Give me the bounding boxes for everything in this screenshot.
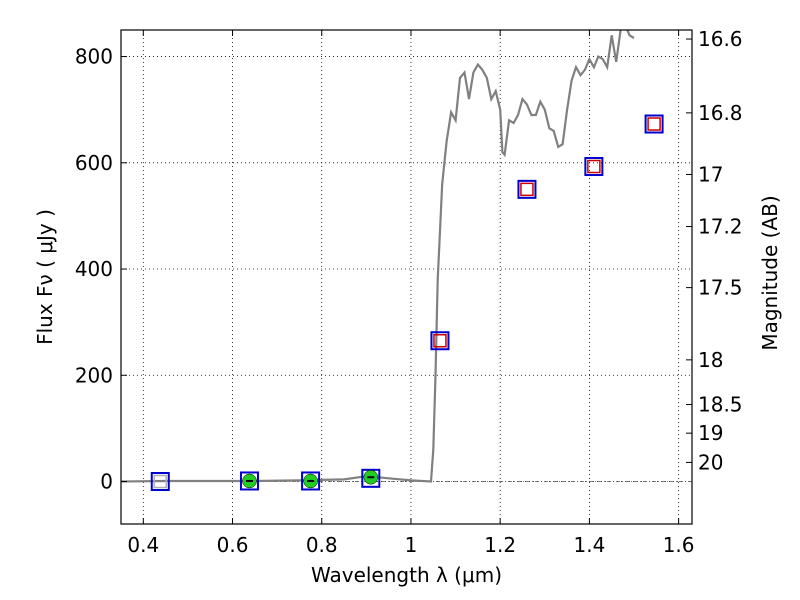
model-flux-marker	[361, 468, 381, 488]
model-flux-marker	[584, 157, 604, 177]
y2-axis-label: Magnitude (AB)	[758, 195, 782, 350]
axis-ticks: 0.4 0.6 0.8 1 1.2 1.4 1.6 0 200 400 600 800 16.6 16.8…	[75, 27, 743, 557]
x-tick-label: 0.6	[217, 533, 249, 557]
model-flux-marker	[301, 471, 321, 491]
y-tick-label: 0	[100, 470, 113, 494]
upper-limit-marker	[520, 182, 534, 197]
y2-tick-label: 18.5	[698, 392, 743, 416]
y-tick-label: 800	[75, 45, 113, 69]
upper-limit-marker	[587, 159, 601, 174]
x-tick-label: 1.6	[663, 533, 695, 557]
y2-tick-label: 17.5	[698, 276, 743, 300]
nondetection-marker	[153, 474, 168, 489]
y-tick-label: 600	[75, 151, 113, 175]
y2-tick-label: 17.2	[698, 215, 743, 239]
model-flux-marker	[150, 472, 170, 492]
data-series	[121, 30, 664, 492]
y-tick-label: 200	[75, 363, 113, 387]
model-flux-marker	[239, 471, 259, 491]
x-tick-label: 1	[405, 533, 418, 557]
y2-tick-label: 20	[698, 450, 723, 474]
model-flux-marker	[430, 331, 450, 351]
upper-limit-marker	[433, 333, 447, 348]
spectrum-line	[121, 30, 635, 483]
model-flux-marker	[517, 179, 537, 199]
y2-tick-label: 19	[698, 421, 723, 445]
y-axis-label: Flux Fν ( μJy )	[33, 209, 57, 345]
plot-frame	[120, 29, 693, 525]
x-tick-label: 0.8	[306, 533, 338, 557]
model-flux-marker	[644, 114, 664, 134]
y2-tick-label: 18	[698, 348, 723, 372]
y-tick-label: 400	[75, 257, 113, 281]
x-tick-label: 1.4	[573, 533, 605, 557]
upper-limit-marker	[647, 117, 661, 131]
y2-tick-label: 17	[698, 162, 723, 186]
y2-tick-label: 16.8	[698, 101, 743, 125]
x-tick-label: 0.4	[127, 533, 159, 557]
x-axis-label: Wavelength λ (μm)	[311, 563, 502, 587]
y2-tick-label: 16.6	[698, 27, 743, 51]
x-tick-label: 1.2	[484, 533, 516, 557]
